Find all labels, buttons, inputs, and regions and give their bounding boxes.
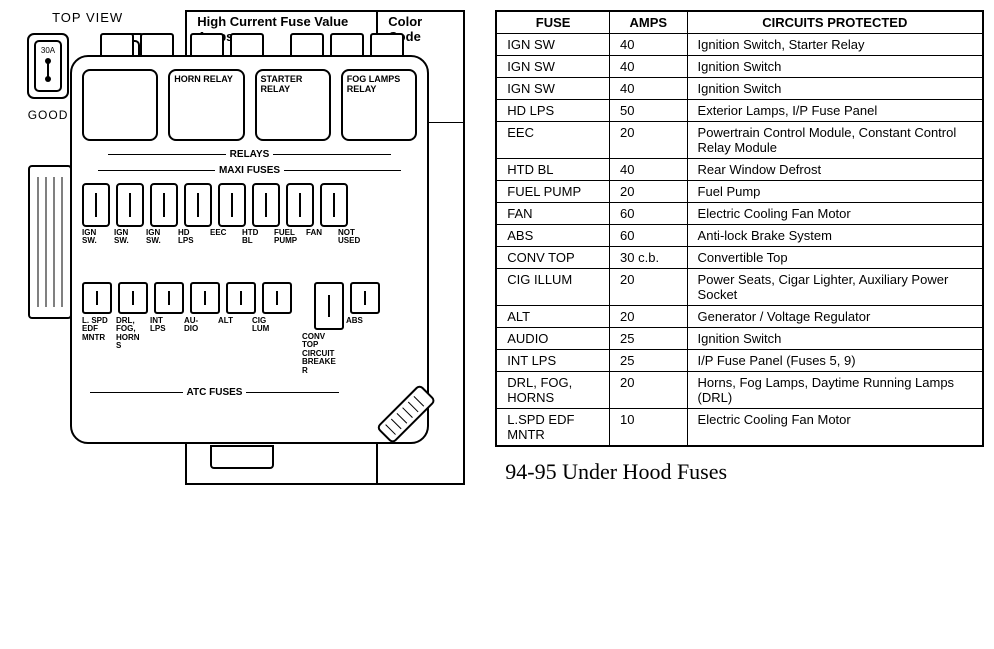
corner-latch-icon — [359, 374, 449, 464]
maxi-fuse-slot — [320, 183, 348, 227]
connector-top — [370, 33, 404, 57]
diagram-caption: 94-95 Under Hood Fuses — [505, 459, 984, 485]
connector-top — [330, 33, 364, 57]
relays-label: RELAYS — [82, 149, 417, 160]
relay-slot-foglamps: FOG LAMPS RELAY — [341, 69, 417, 141]
abs-fuse-slot — [350, 282, 380, 314]
connector-top — [190, 33, 224, 57]
relay-slot-starter: STARTER RELAY — [255, 69, 331, 141]
maxi-fuses-label: MAXI FUSES — [82, 165, 417, 176]
maxi-fuse-slot — [252, 183, 280, 227]
maxi-fuse-slot — [82, 183, 110, 227]
atc-fuse-slot — [82, 282, 112, 314]
atc-fuse-slot — [190, 282, 220, 314]
atc-fuse-slot — [226, 282, 256, 314]
fusebox-body: HORN RELAY STARTER RELAY FOG LAMPS RELAY… — [70, 55, 429, 444]
main-header-amps: AMPS — [610, 11, 688, 34]
connector-top — [290, 33, 324, 57]
atc-fuse-slot — [262, 282, 292, 314]
maxi-fuse-slot — [150, 183, 178, 227]
main-header-circ: CIRCUITS PROTECTED — [687, 11, 983, 34]
fusebox-diagram: HORN RELAY STARTER RELAY FOG LAMPS RELAY… — [10, 35, 445, 465]
connector-top — [100, 33, 134, 57]
connector-bottom — [210, 445, 274, 469]
connector-left — [28, 165, 72, 319]
top-view-label: TOP VIEW — [10, 10, 165, 25]
relay-slot-blank — [82, 69, 158, 141]
atc-fuses-label: ATC FUSES — [82, 387, 347, 398]
connector-top — [230, 33, 264, 57]
maxi-fuse-slot — [218, 183, 246, 227]
fuse-circuit-table: FUSE AMPS CIRCUITS PROTECTED IGN SW40Ign… — [495, 10, 984, 447]
connector-top — [140, 33, 174, 57]
maxi-fuse-slot — [184, 183, 212, 227]
maxi-fuse-slot — [286, 183, 314, 227]
relay-slot-horn: HORN RELAY — [168, 69, 244, 141]
atc-fuse-slot — [118, 282, 148, 314]
atc-fuse-slot — [154, 282, 184, 314]
main-header-fuse: FUSE — [496, 11, 609, 34]
maxi-fuse-slot — [116, 183, 144, 227]
